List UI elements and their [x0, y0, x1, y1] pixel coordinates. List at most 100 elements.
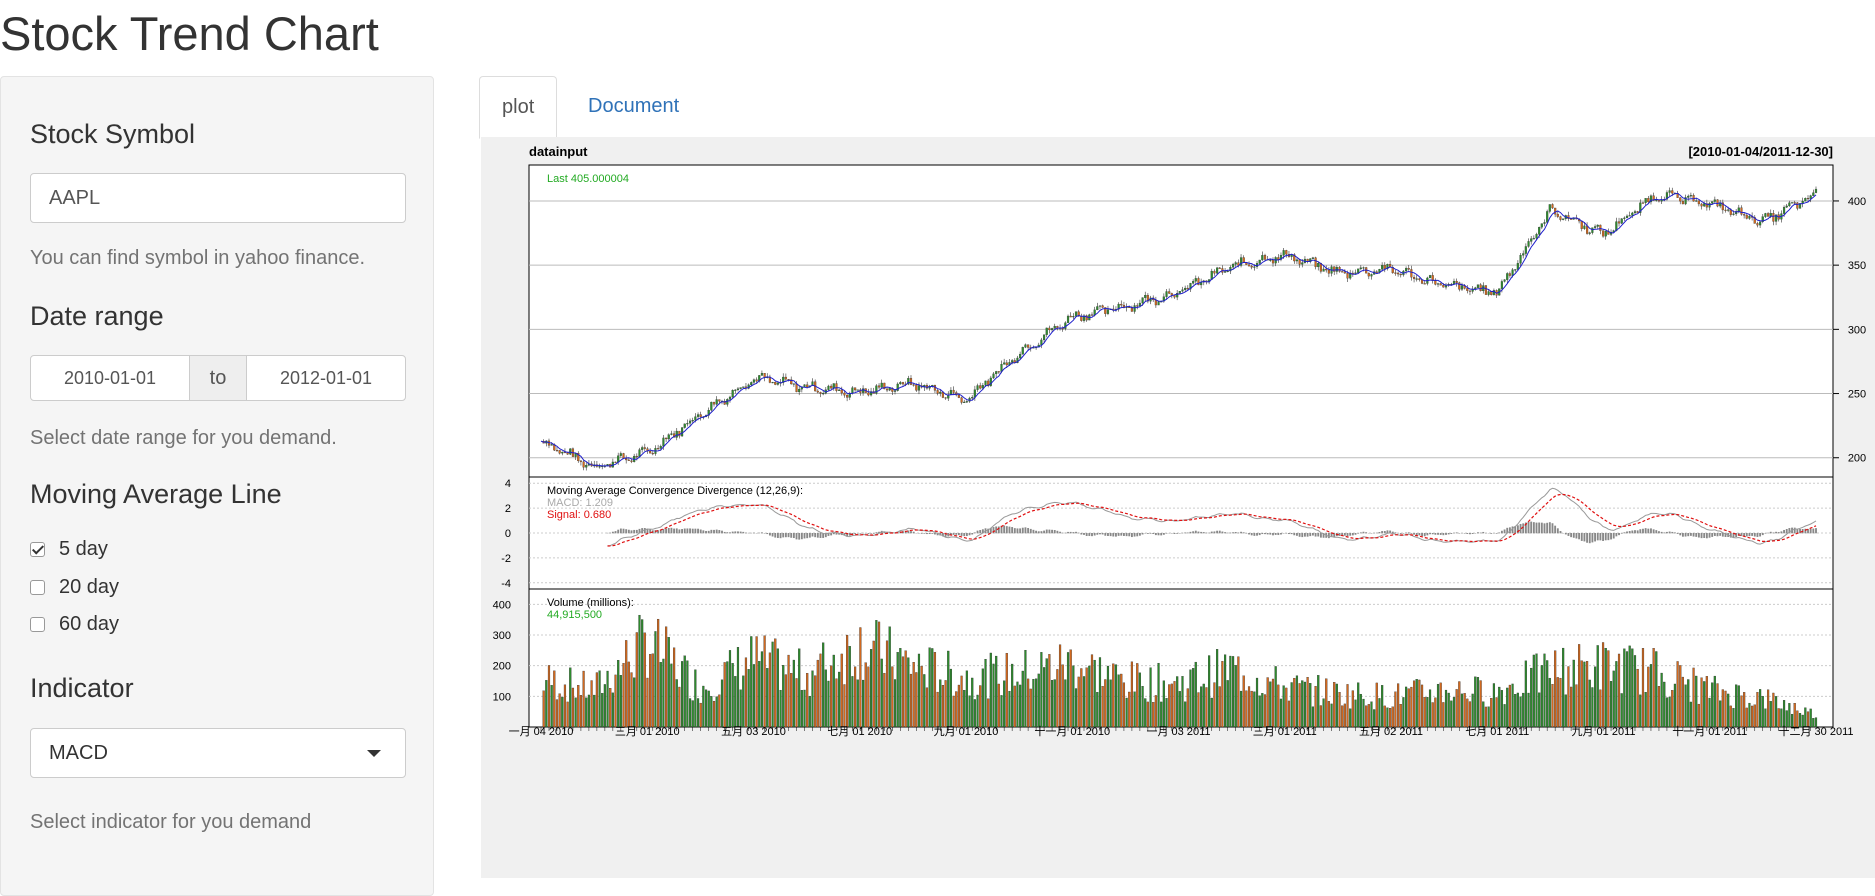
- macd-histogram-bar: [1408, 532, 1410, 533]
- volume-bar: [686, 661, 688, 727]
- volume-bar: [1025, 650, 1027, 727]
- volume-bar: [1376, 683, 1378, 727]
- volume-bar: [726, 662, 728, 727]
- volume-bar: [1315, 686, 1317, 727]
- macd-histogram-bar: [1229, 533, 1231, 534]
- volume-bar: [1560, 678, 1562, 727]
- macd-histogram-bar: [1639, 529, 1641, 533]
- macd-histogram-bar: [1618, 533, 1620, 535]
- macd-histogram-bar: [1006, 526, 1008, 533]
- checkbox-icon[interactable]: [30, 617, 45, 632]
- volume-bar: [1285, 688, 1287, 727]
- ma-option-5-day[interactable]: 5 day: [30, 535, 108, 563]
- volume-bar: [567, 702, 569, 727]
- indicator-select[interactable]: MACD: [30, 728, 406, 778]
- date-end-input[interactable]: 2012-01-01: [246, 355, 406, 401]
- volume-bar: [1472, 694, 1474, 727]
- price-candle: [1589, 233, 1591, 234]
- macd-histogram-bar: [1349, 533, 1351, 536]
- ma-option-20-day[interactable]: 20 day: [30, 573, 119, 601]
- volume-bar: [1336, 684, 1338, 727]
- chart-date-range: [2010-01-04/2011-12-30]: [1688, 144, 1833, 159]
- volume-bar: [1490, 698, 1492, 727]
- volume-bar: [812, 671, 814, 727]
- volume-bar: [1764, 709, 1766, 727]
- macd-title: Moving Average Convergence Divergence (1…: [547, 485, 803, 497]
- volume-bar: [1730, 706, 1732, 727]
- macd-histogram-bar: [1174, 533, 1176, 534]
- volume-bar: [1355, 700, 1357, 727]
- price-candle: [1442, 285, 1444, 287]
- price-candle: [1602, 231, 1604, 236]
- volume-bar: [865, 663, 867, 727]
- macd-histogram-bar: [1315, 533, 1317, 537]
- checkbox-checked-icon[interactable]: [30, 542, 45, 557]
- macd-histogram-bar: [926, 533, 928, 534]
- volume-bar: [1594, 667, 1596, 727]
- price-candle: [1019, 354, 1021, 358]
- volume-bar: [793, 660, 795, 727]
- volume-bar: [939, 680, 941, 727]
- volume-bar: [873, 641, 875, 727]
- tab-plot[interactable]: plot: [479, 76, 557, 139]
- volume-bar: [785, 675, 787, 727]
- volume-bar: [958, 685, 960, 727]
- volume-bar: [1198, 693, 1200, 727]
- macd-histogram-bar: [1256, 533, 1258, 536]
- macd-tick-label: 2: [505, 503, 511, 515]
- price-candle: [742, 387, 744, 388]
- macd-histogram-bar: [1227, 533, 1229, 534]
- volume-bar: [543, 691, 545, 727]
- volume-bar: [942, 685, 944, 727]
- volume-tick-label: 300: [493, 630, 511, 642]
- date-range-group: 2010-01-01 to 2012-01-01: [30, 355, 406, 401]
- macd-histogram-bar: [812, 533, 814, 537]
- price-candle: [1687, 196, 1689, 197]
- macd-histogram-bar: [1033, 530, 1035, 533]
- volume-bar: [1639, 695, 1641, 727]
- volume-bar: [870, 649, 872, 727]
- price-candle: [729, 397, 731, 399]
- volume-bar: [1184, 702, 1186, 727]
- volume-bar: [548, 665, 550, 727]
- volume-bar: [985, 659, 987, 727]
- volume-bar: [551, 685, 553, 727]
- x-axis-label: 三月 01 2010: [615, 726, 680, 738]
- ma-option-60-day[interactable]: 60 day: [30, 610, 119, 638]
- price-candle: [1099, 306, 1101, 307]
- volume-bar: [1541, 665, 1543, 727]
- volume-bar: [1410, 687, 1412, 727]
- macd-histogram-bar: [1357, 533, 1359, 534]
- symbol-input[interactable]: AAPL: [30, 173, 406, 223]
- volume-bar: [1019, 685, 1021, 727]
- price-tick-label: 300: [1848, 324, 1866, 336]
- volume-bar: [1717, 684, 1719, 727]
- volume-bar: [1056, 669, 1058, 727]
- macd-histogram-bar: [1067, 532, 1069, 533]
- macd-histogram-bar: [1347, 533, 1349, 536]
- macd-histogram-bar: [953, 533, 955, 535]
- price-candle: [1764, 213, 1766, 216]
- macd-histogram-bar: [1754, 533, 1756, 537]
- tab-document[interactable]: Document: [566, 76, 701, 138]
- volume-bar: [1168, 685, 1170, 727]
- price-candle: [1075, 312, 1077, 316]
- volume-bar: [745, 658, 747, 727]
- volume-bar: [639, 615, 641, 727]
- macd-histogram-bar: [1152, 533, 1154, 534]
- volume-bar: [681, 661, 683, 727]
- price-candle: [599, 466, 601, 467]
- price-candle: [1187, 288, 1189, 289]
- price-candle: [1701, 204, 1703, 206]
- x-axis-label: 九月 01 2011: [1571, 725, 1635, 738]
- price-candle: [1395, 273, 1397, 274]
- macd-histogram-bar: [1120, 533, 1122, 536]
- macd-histogram-bar: [1163, 533, 1165, 535]
- volume-bar: [1578, 644, 1580, 727]
- macd-histogram-bar: [678, 529, 680, 533]
- volume-bar: [700, 703, 702, 727]
- macd-histogram-bar: [1480, 533, 1482, 534]
- date-start-input[interactable]: 2010-01-01: [30, 355, 190, 401]
- checkbox-icon[interactable]: [30, 580, 45, 595]
- volume-bar: [854, 667, 856, 727]
